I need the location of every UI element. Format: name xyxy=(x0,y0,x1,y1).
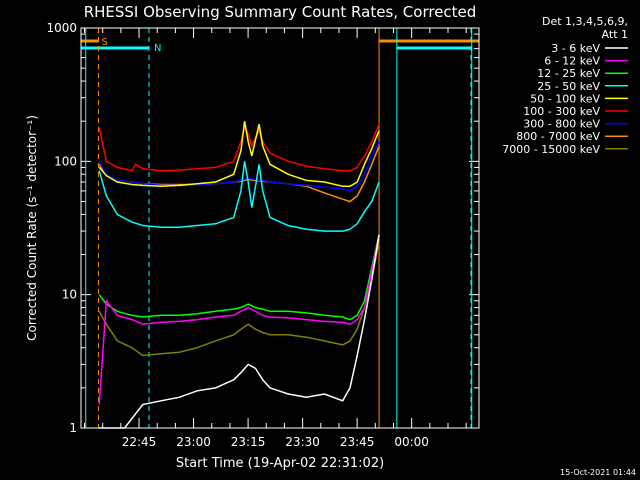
x-tick-label: 23:00 xyxy=(176,435,211,449)
footer-timestamp: 15-Oct-2021 01:44 xyxy=(560,468,636,477)
series-line-7000-15000-kev xyxy=(98,241,380,357)
flag-markers: SN xyxy=(81,28,479,428)
chart-title: RHESSI Observing Summary Count Rates, Co… xyxy=(84,3,477,21)
legend-header-line-1: Det 1,3,4,5,6,9, xyxy=(542,15,628,28)
series-line-100-300-kev xyxy=(98,123,380,172)
series-lines xyxy=(98,121,380,429)
x-tick-label: 00:00 xyxy=(394,435,429,449)
series-line-6-12-kev xyxy=(98,234,380,405)
x-axis-label: Start Time (19-Apr-02 22:31:02) xyxy=(176,456,384,471)
y-tick-label: 1000 xyxy=(46,21,77,35)
legend-entry-label: 6 - 12 keV xyxy=(544,55,600,68)
legend-entry-label: 100 - 300 keV xyxy=(523,105,600,118)
legend-entry-label: 50 - 100 keV xyxy=(530,92,600,105)
plot-frame xyxy=(80,27,480,429)
y-tick-label: 100 xyxy=(54,154,77,168)
x-tick-label: 23:30 xyxy=(285,435,320,449)
series-line-3-6-kev xyxy=(99,234,380,429)
series-line-300-800-kev xyxy=(98,141,380,192)
y-tick-label: 10 xyxy=(62,288,77,302)
legend-entry-label: 800 - 7000 keV xyxy=(516,130,600,143)
legend-entry-label: 25 - 50 keV xyxy=(537,80,600,93)
series-line-50-100-kev xyxy=(98,121,380,188)
y-tick-label: 1 xyxy=(69,421,77,435)
axis-ticks: 1 10 100 1000 22:45 23:00 23:15 23:30 23:45 00:00 xyxy=(46,21,479,449)
series-line-25-50-kev xyxy=(98,161,380,232)
night-flag-label: N xyxy=(154,43,161,54)
x-tick-label: 22:45 xyxy=(122,435,157,449)
legend-entry-label: 12 - 25 keV xyxy=(537,67,600,80)
legend-header-line-2: Att 1 xyxy=(602,28,628,41)
legend-entry-label: 7000 - 15000 keV xyxy=(502,143,600,156)
y-axis-label: Corrected Count Rate (s⁻¹ detector⁻¹) xyxy=(25,115,39,341)
legend-entry-label: 3 - 6 keV xyxy=(551,42,600,55)
series-line-12-25-kev xyxy=(98,234,380,321)
legend-entry-label: 300 - 800 keV xyxy=(523,118,600,131)
saa-flag-label: S xyxy=(101,37,107,48)
x-tick-label: 23:15 xyxy=(231,435,266,449)
x-tick-label: 23:45 xyxy=(340,435,375,449)
